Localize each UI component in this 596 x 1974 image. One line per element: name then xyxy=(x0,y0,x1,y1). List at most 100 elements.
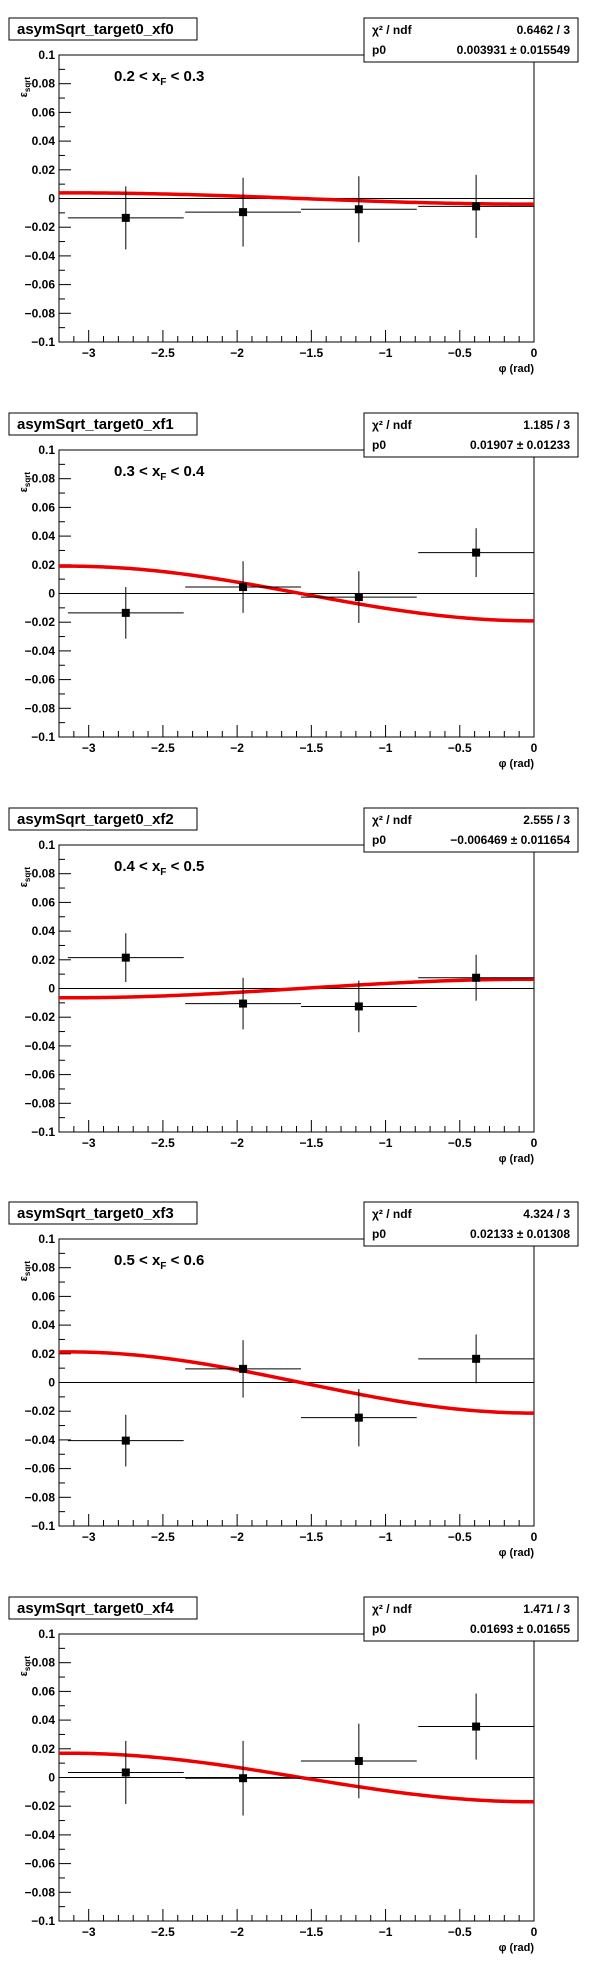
xf-range-post: < 0.3 xyxy=(166,68,204,85)
y-axis-title: εsqrt xyxy=(18,472,32,493)
x-tick-label: −2 xyxy=(230,1925,244,1939)
y-tick-label: −0.1 xyxy=(31,1125,55,1139)
y-axis-subscript: sqrt xyxy=(23,867,32,882)
data-point xyxy=(239,1774,248,1783)
y-tick-label: −0.08 xyxy=(25,701,56,715)
data-point xyxy=(121,213,130,222)
y-tick-label: −0.02 xyxy=(25,1799,56,1813)
x-tick-label: −1 xyxy=(379,346,393,360)
x-tick-label: 0 xyxy=(531,346,538,360)
xf-range-sub: F xyxy=(160,77,166,88)
y-tick-label: −0.02 xyxy=(25,615,56,629)
x-tick-label: −2.5 xyxy=(151,741,175,755)
data-point xyxy=(354,205,363,214)
y-tick-label: −0.1 xyxy=(31,335,55,349)
data-point xyxy=(239,208,248,217)
xf-range-sub: F xyxy=(160,1261,166,1272)
x-tick-label: −1.5 xyxy=(299,1136,323,1150)
xf-range-pre: 0.3 < x xyxy=(114,463,161,480)
y-tick-label: 0.08 xyxy=(32,1261,56,1275)
chart-title: asymSqrt_target0_xf3 xyxy=(17,1205,174,1222)
stats-chi2-value: 1.471 / 3 xyxy=(523,1602,570,1616)
y-axis-title: εsqrt xyxy=(18,1656,32,1677)
stats-p0-label: p0 xyxy=(372,438,386,452)
chart-panel-3: 0.1 0.08 0.06 0.04 0.02 0 −0.02 −0.04 −0.06 −0.08… xyxy=(8,1201,579,1559)
x-tick-label: −2.5 xyxy=(151,346,175,360)
x-axis-title: φ (rad) xyxy=(499,1942,535,1954)
fit-curve xyxy=(58,1751,534,1804)
stats-chi2-value: 1.185 / 3 xyxy=(523,418,570,432)
stats-p0-label: p0 xyxy=(372,43,386,57)
x-tick-label: −0.5 xyxy=(448,1925,472,1939)
xf-range-sub: F xyxy=(160,867,166,878)
y-tick-label: 0.06 xyxy=(32,105,56,119)
stats-box xyxy=(363,412,579,458)
chart-title: asymSqrt_target0_xf2 xyxy=(17,811,174,828)
y-tick-label: 0.04 xyxy=(32,1713,56,1727)
chart-title: asymSqrt_target0_xf0 xyxy=(17,21,174,38)
stats-chi2-label: χ² / ndf xyxy=(372,23,413,37)
title-box xyxy=(8,1201,198,1225)
x-tick-label: 0 xyxy=(531,1136,538,1150)
x-axis-title: φ (rad) xyxy=(499,363,535,375)
x-tick-label: −2.5 xyxy=(151,1136,175,1150)
chart-panel-1: 0.1 0.08 0.06 0.04 0.02 0 −0.02 −0.04 −0.06 −0.08… xyxy=(8,412,579,770)
y-axis-title: εsqrt xyxy=(18,77,32,98)
y-tick-label: −0.02 xyxy=(25,1404,56,1418)
stats-chi2-value: 2.555 / 3 xyxy=(523,813,570,827)
stats-p0-value: 0.01907 ± 0.01233 xyxy=(470,438,570,452)
data-point xyxy=(472,548,481,557)
y-tick-label: −0.08 xyxy=(25,1490,56,1504)
data-point xyxy=(121,608,130,617)
data-point xyxy=(354,1756,363,1765)
y-tick-label: −0.06 xyxy=(25,1857,56,1871)
fit-curve xyxy=(58,1350,535,1415)
xf-range-post: < 0.5 xyxy=(166,858,204,875)
x-tick-label: −1 xyxy=(379,1925,393,1939)
y-axis-title: εsqrt xyxy=(18,867,32,888)
y-axis-symbol: ε xyxy=(18,881,30,887)
x-tick-label: 0 xyxy=(531,1530,538,1544)
stats-box xyxy=(363,1596,579,1642)
y-tick-label: −0.04 xyxy=(25,249,56,263)
data-point xyxy=(121,953,130,962)
x-tick-label: −1 xyxy=(379,1530,393,1544)
y-tick-label: −0.1 xyxy=(31,1519,55,1533)
stats-p0-label: p0 xyxy=(372,833,386,847)
xf-range-label: 0.2 < xF < 0.3 xyxy=(114,68,204,88)
y-tick-label: 0.02 xyxy=(32,558,56,572)
x-tick-label: −0.5 xyxy=(448,1136,472,1150)
data-point xyxy=(121,1436,130,1445)
data-point xyxy=(121,1768,130,1777)
fit-curve xyxy=(58,564,535,623)
x-tick-label: −3 xyxy=(82,1530,96,1544)
y-tick-label: −0.04 xyxy=(25,1039,56,1053)
fit-curve xyxy=(58,191,534,206)
y-tick-label: 0.02 xyxy=(32,163,56,177)
y-tick-label: 0.08 xyxy=(32,1656,56,1670)
y-axis-symbol: ε xyxy=(18,1670,30,1676)
y-tick-label: −0.1 xyxy=(31,1914,55,1928)
stats-chi2-label: χ² / ndf xyxy=(372,418,413,432)
y-tick-label: 0.06 xyxy=(32,1684,56,1698)
stats-box xyxy=(363,17,579,63)
x-tick-label: −1.5 xyxy=(299,1925,323,1939)
y-tick-label: 0.02 xyxy=(32,1347,56,1361)
y-tick-label: −0.06 xyxy=(25,1462,56,1476)
title-box xyxy=(8,1596,198,1620)
y-tick-label: −0.02 xyxy=(25,220,56,234)
xf-range-sub: F xyxy=(160,472,166,483)
x-tick-label: −3 xyxy=(82,1136,96,1150)
stats-p0-value: 0.02133 ± 0.01308 xyxy=(470,1227,570,1241)
stats-chi2-label: χ² / ndf xyxy=(372,813,413,827)
y-tick-label: 0.04 xyxy=(32,924,56,938)
y-tick-label: 0.08 xyxy=(32,867,56,881)
y-tick-label: 0.1 xyxy=(38,443,55,457)
x-tick-label: −0.5 xyxy=(448,346,472,360)
y-axis-symbol: ε xyxy=(18,486,30,492)
y-tick-label: −0.06 xyxy=(25,1068,56,1082)
y-tick-label: 0 xyxy=(48,587,55,601)
y-axis-subscript: sqrt xyxy=(23,472,32,487)
x-tick-label: −3 xyxy=(82,346,96,360)
